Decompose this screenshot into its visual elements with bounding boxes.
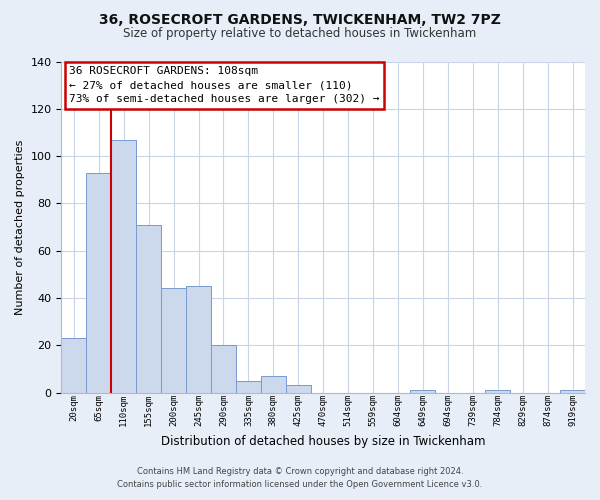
- Text: Contains HM Land Registry data © Crown copyright and database right 2024.
Contai: Contains HM Land Registry data © Crown c…: [118, 468, 482, 489]
- Bar: [111, 140, 136, 392]
- Bar: [86, 172, 111, 392]
- Text: 36 ROSECROFT GARDENS: 108sqm
← 27% of detached houses are smaller (110)
73% of s: 36 ROSECROFT GARDENS: 108sqm ← 27% of de…: [69, 66, 380, 104]
- Bar: [186, 286, 211, 393]
- Y-axis label: Number of detached properties: Number of detached properties: [15, 140, 25, 314]
- Bar: [236, 380, 261, 392]
- Text: Size of property relative to detached houses in Twickenham: Size of property relative to detached ho…: [124, 28, 476, 40]
- Text: 36, ROSECROFT GARDENS, TWICKENHAM, TW2 7PZ: 36, ROSECROFT GARDENS, TWICKENHAM, TW2 7…: [99, 12, 501, 26]
- Bar: [61, 338, 86, 392]
- Bar: [560, 390, 585, 392]
- X-axis label: Distribution of detached houses by size in Twickenham: Distribution of detached houses by size …: [161, 434, 485, 448]
- Bar: [286, 386, 311, 392]
- Bar: [261, 376, 286, 392]
- Bar: [136, 224, 161, 392]
- Bar: [485, 390, 510, 392]
- Bar: [161, 288, 186, 393]
- Bar: [410, 390, 436, 392]
- Bar: [211, 345, 236, 393]
